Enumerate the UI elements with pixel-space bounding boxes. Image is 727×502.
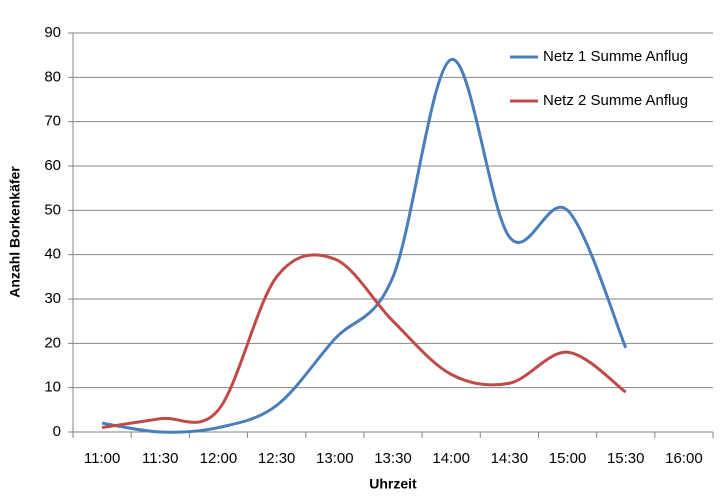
y-tick-label: 60 xyxy=(44,157,61,174)
series-line xyxy=(101,253,627,430)
y-tick-label: 40 xyxy=(44,246,61,263)
x-tick-label: 15:30 xyxy=(607,450,645,467)
legend-label: Netz 1 Summe Anflug xyxy=(543,48,688,65)
y-tick-label: 50 xyxy=(44,201,61,218)
x-tick-label: 13:30 xyxy=(374,450,412,467)
y-tick-label: 20 xyxy=(44,334,61,351)
x-tick-label: 14:00 xyxy=(432,450,470,467)
y-tick-label: 70 xyxy=(44,113,61,130)
legend-label: Netz 2 Summe Anflug xyxy=(543,92,688,109)
y-tick-label: 90 xyxy=(44,24,61,41)
y-tick-label: 10 xyxy=(44,379,61,396)
x-tick-label: 15:00 xyxy=(549,450,587,467)
x-tick-label: 12:00 xyxy=(200,450,238,467)
x-tick-label: 16:00 xyxy=(665,450,703,467)
series-line xyxy=(101,58,628,434)
x-tick-label: 11:30 xyxy=(142,450,178,467)
x-tick-label: 12:30 xyxy=(258,450,296,467)
x-tick-label: 13:00 xyxy=(316,450,354,467)
y-tick-label: 30 xyxy=(44,290,61,307)
x-tick-label: 11:00 xyxy=(84,450,120,467)
x-tick-label: 14:30 xyxy=(491,450,529,467)
y-tick-label: 80 xyxy=(44,68,61,85)
x-axis-label: Uhrzeit xyxy=(369,476,417,492)
y-axis-label: Anzahl Borkenkäfer xyxy=(7,166,23,298)
y-tick-label: 0 xyxy=(53,423,61,440)
